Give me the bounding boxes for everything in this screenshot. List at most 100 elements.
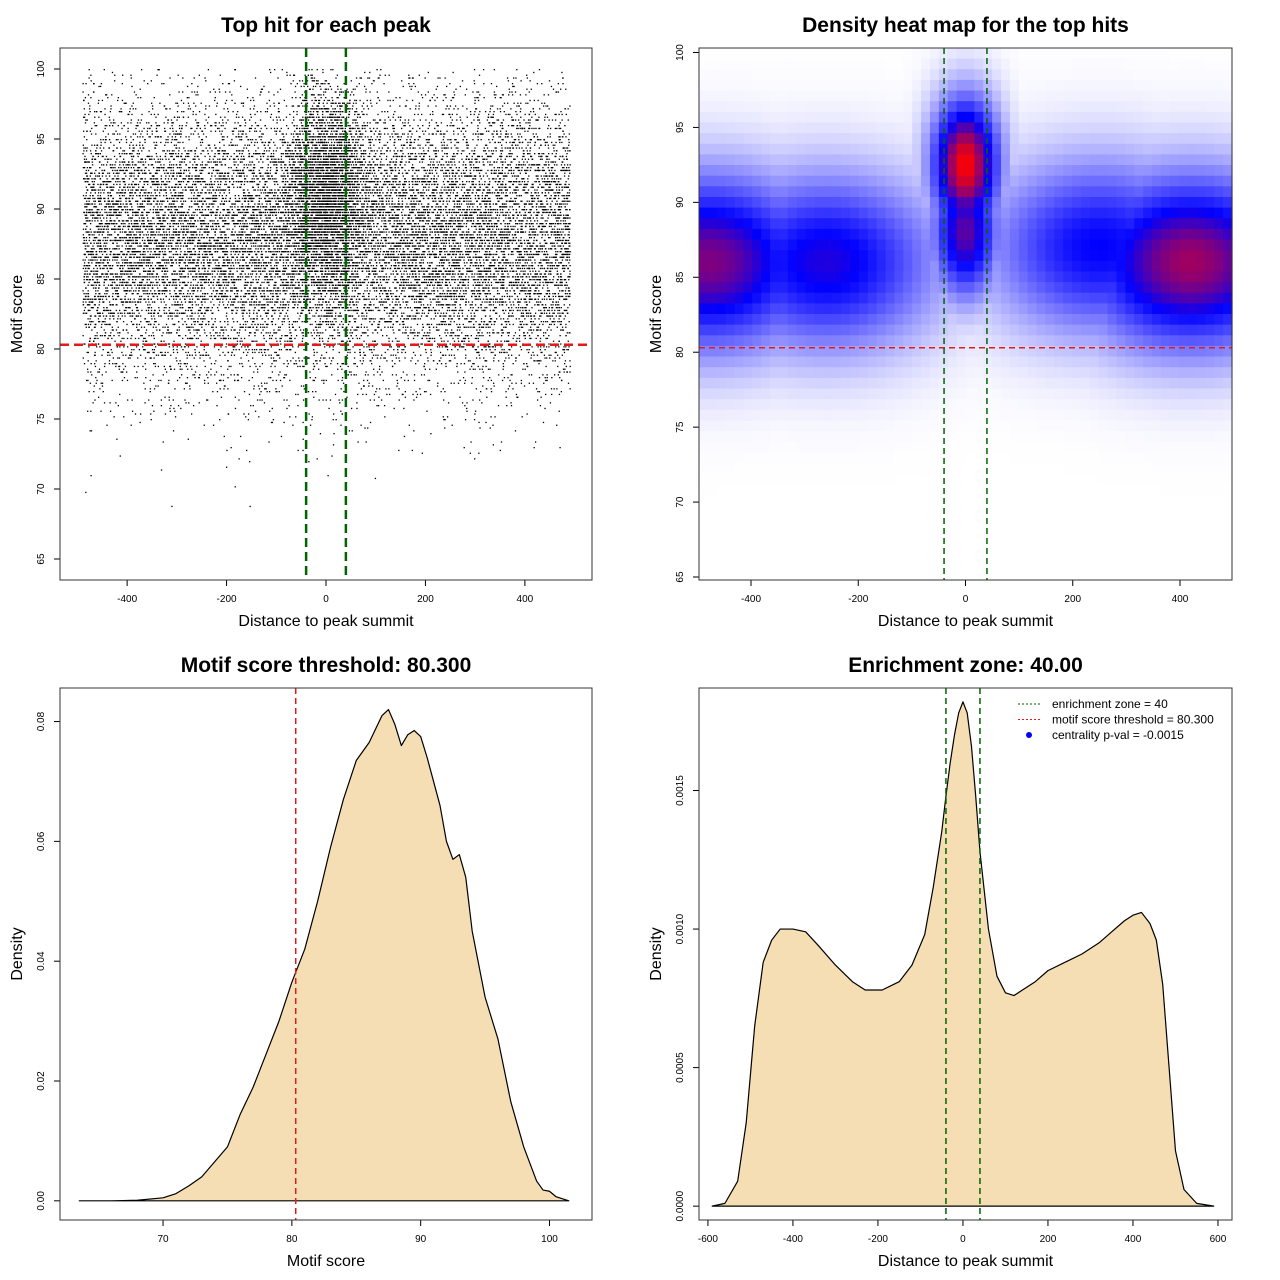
scatter-point [460,172,463,174]
scatter-point [530,197,533,200]
scatter-point [291,195,294,197]
scatter-point [215,242,218,244]
scatter-point [360,167,363,169]
scatter-point [445,220,447,222]
scatter-point [195,181,197,183]
scatter-point [485,365,487,368]
scatter-point [187,329,190,331]
scatter-point [331,245,334,247]
scatter-point [443,172,445,174]
scatter-point [271,335,274,337]
scatter-point [435,203,438,205]
scatter-point [429,267,431,270]
scatter-point [214,248,217,250]
scatter-point [154,290,156,292]
scatter-point [82,130,85,132]
scatter-point [259,209,261,211]
scatter-point [230,245,232,247]
scatter-point [277,287,280,289]
scatter-point [533,242,535,244]
scatter-point [179,267,182,270]
scatter-point [172,164,175,166]
scatter-point [140,169,142,172]
scatter-point [341,379,343,382]
scatter-point [98,175,100,177]
scatter-point [363,281,366,284]
scatter-point [472,223,475,225]
scatter-point [545,270,547,272]
scatter-point [85,214,88,216]
scatter-point [252,209,254,211]
scatter-point [447,225,450,228]
scatter-point [85,158,88,160]
scatter-point [153,323,155,326]
scatter-point [122,253,124,256]
scatter-point [497,332,500,334]
scatter-point [327,337,330,340]
scatter-point [212,167,215,169]
scatter-point [144,251,146,253]
scatter-point [378,147,380,149]
scatter-point [431,276,434,278]
scatter-point [524,335,526,337]
scatter-point [257,234,259,236]
scatter-point [338,214,341,216]
scatter-point [492,332,494,334]
scatter-point [564,186,566,188]
scatter-point [104,181,106,183]
scatter-point [533,164,536,166]
scatter-point [139,295,141,298]
scatter-point [523,290,525,292]
scatter-point [201,228,203,230]
scatter-point [145,181,148,183]
scatter-point [186,368,189,370]
scatter-point [135,237,138,239]
scatter-point [147,83,149,85]
scatter-point [162,332,164,334]
scatter-point [413,301,416,303]
scatter-point [378,287,380,289]
scatter-point [280,337,282,340]
scatter-point [112,228,114,230]
scatter-point [129,164,131,166]
scatter-point [292,253,294,256]
scatter-point [341,377,344,379]
scatter-point [389,119,391,121]
scatter-point [117,209,119,211]
scatter-point [334,111,336,113]
scatter-point [517,189,519,191]
scatter-point [170,203,173,205]
scatter-point [380,276,382,278]
scatter-point [544,332,547,334]
scatter-point [439,214,441,216]
scatter-point [271,421,274,424]
scatter-point [459,85,461,88]
scatter-point [511,234,514,236]
scatter-point [559,237,561,239]
scatter-point [444,298,446,300]
scatter-point [490,220,492,222]
scatter-point [184,399,186,401]
scatter-point [307,248,310,250]
scatter-point [356,248,358,250]
scatter-point [152,295,154,298]
scatter-point [227,111,230,113]
scatter-point [271,371,274,373]
scatter-point [507,125,510,127]
scatter-point [165,197,168,200]
scatter-point [489,298,491,300]
scatter-point [223,256,225,258]
scatter-point [222,122,224,124]
scatter-point [228,144,230,146]
scatter-point [198,270,200,272]
scatter-point [321,273,323,275]
scatter-point [512,181,515,183]
scatter-point [318,301,320,303]
scatter-point [417,284,419,286]
scatter-point [315,153,318,155]
scatter-point [192,293,194,295]
scatter-point [566,332,568,334]
scatter-point [235,279,238,281]
scatter-point [373,287,376,289]
scatter-point [98,301,101,303]
